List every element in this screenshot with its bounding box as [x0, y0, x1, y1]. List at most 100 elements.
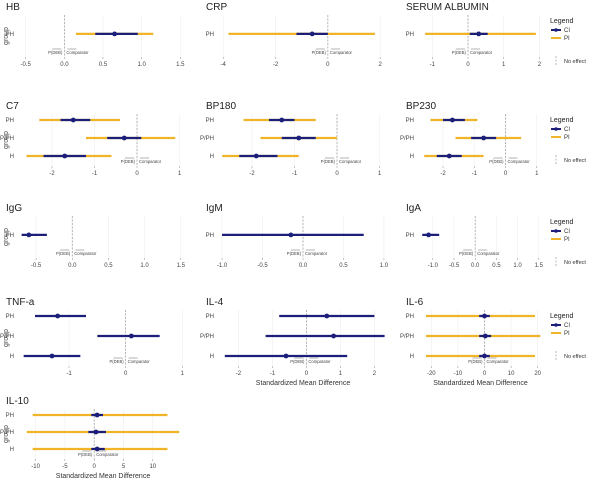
x-tick-label: 20 — [534, 371, 541, 377]
plot-area — [18, 114, 188, 166]
row-group-label: H — [410, 154, 414, 160]
forest-panel: BP230 PH P/PH H P(DEB) Comparator -2 -1 0 1 Legend… — [400, 101, 586, 177]
legend-title: Legend — [550, 18, 573, 25]
x-tick-label: -0.5 — [21, 62, 32, 68]
favors-right-label: Comparator — [128, 359, 151, 364]
favors-left-label: P(DEB) — [290, 359, 305, 364]
point-estimate — [49, 353, 55, 359]
x-tick-label: 1.0 — [380, 263, 389, 269]
favors-right-label: Comparator — [139, 159, 162, 164]
legend: Legend CI PI No effect — [550, 18, 586, 66]
row-group-label: P/PH — [0, 334, 14, 340]
x-tick-label: 0 — [335, 171, 339, 177]
forest-panel: IL-4 PH P/PH H P(DEB) Comparator -2 -1 0 1 2 Standa… — [200, 297, 388, 387]
legend-ci-label: CI — [564, 229, 570, 235]
point-estimate — [288, 232, 294, 238]
group-axis-label: group — [3, 27, 10, 45]
x-tick-label: -1 — [270, 371, 276, 377]
legend-ci-label: CI — [564, 127, 570, 133]
panel-title: SERUM ALBUMIN — [406, 2, 489, 13]
favors-right-label: Comparator — [486, 359, 509, 364]
point-estimate — [121, 135, 127, 141]
row-group-label: PH — [6, 32, 14, 38]
favors-right-label: Comparator — [66, 50, 89, 55]
legend-no-effect-label: No effect — [564, 59, 586, 65]
x-tick-label: -2 — [440, 171, 446, 177]
x-tick-label: 1.0 — [137, 62, 146, 68]
row-group-label: PH — [406, 118, 414, 124]
favors-right-label: Comparator — [330, 50, 353, 55]
plot-area — [418, 216, 543, 258]
legend: Legend CI PI No effect — [550, 219, 586, 267]
x-tick-label: -1 — [430, 62, 436, 68]
legend-ci-label: CI — [564, 28, 570, 34]
legend-title: Legend — [550, 313, 573, 320]
panel-title: TNF-a — [6, 297, 35, 308]
row-group-label: H — [10, 354, 14, 360]
row-group-label: P/PH — [400, 136, 414, 142]
point-estimate — [331, 333, 336, 339]
point-estimate — [296, 135, 302, 141]
row-group-label: H — [210, 154, 214, 160]
favors-left-label: P(DEB) — [287, 251, 302, 256]
x-tick-label: 0.0 — [471, 263, 480, 269]
favors-right-label: Comparator — [508, 159, 531, 164]
favors-left-label: P(DEB) — [56, 251, 71, 256]
forest-panel: IgM PH P(DEB) Comparator -1.0 -0.5 0.0 0.5 1.0 — [206, 203, 389, 269]
favors-right-label: Comparator — [96, 452, 119, 457]
row-group-label: PH — [206, 233, 214, 239]
legend-ci-dot — [554, 127, 558, 131]
legend-title: Legend — [550, 117, 573, 124]
point-estimate — [253, 153, 259, 159]
favors-left-label: P(DEB) — [468, 359, 483, 364]
point-estimate — [55, 313, 61, 319]
legend-pi-label: PI — [564, 331, 570, 337]
x-tick-label: 0.0 — [299, 263, 308, 269]
point-estimate — [324, 313, 330, 319]
x-tick-label: 1 — [502, 62, 506, 68]
x-tick-label: 1 — [535, 171, 539, 177]
point-estimate — [309, 31, 315, 37]
plot-area — [418, 310, 543, 366]
favors-left-label: P(DEB) — [48, 50, 63, 55]
row-group-label: PH — [6, 314, 14, 320]
favors-left-label: P(DEB) — [321, 159, 336, 164]
favors-left-label: P(DEB) — [452, 50, 467, 55]
group-axis-label: group — [3, 329, 10, 347]
point-estimate — [62, 153, 68, 159]
favors-left-label: P(DEB) — [489, 159, 504, 164]
x-tick-label: 0 — [305, 371, 309, 377]
x-tick-label: -1 — [292, 171, 298, 177]
plot-area — [418, 114, 543, 166]
row-group-label: PH — [6, 233, 14, 239]
point-estimate — [279, 117, 285, 123]
x-axis-title: Standardized Mean Difference — [433, 380, 528, 387]
point-estimate — [482, 333, 488, 339]
point-estimate — [93, 429, 99, 435]
x-tick-label: 2 — [373, 371, 377, 377]
panel-title: BP180 — [206, 101, 236, 112]
favors-left-label: P(DEB) — [459, 251, 474, 256]
point-estimate — [481, 135, 487, 141]
x-tick-label: 0.0 — [68, 263, 77, 269]
row-group-label: H — [10, 447, 14, 453]
x-tick-label: 0.5 — [104, 263, 113, 269]
x-tick-label: 10 — [508, 371, 515, 377]
row-group-label: PH — [406, 233, 414, 239]
x-tick-label: 0 — [466, 62, 470, 68]
row-group-label: H — [210, 354, 214, 360]
row-group-label: H — [10, 154, 14, 160]
x-tick-label: -4 — [221, 62, 227, 68]
row-group-label: PH — [6, 118, 14, 124]
x-tick-label: -1.0 — [217, 263, 228, 269]
favors-left-label: P(DEB) — [121, 159, 136, 164]
row-group-label: P/PH — [400, 334, 414, 340]
point-estimate — [449, 117, 455, 123]
x-tick-label: -10 — [31, 464, 40, 470]
x-tick-label: 0 — [326, 62, 330, 68]
favors-right-label: Comparator — [308, 359, 331, 364]
x-tick-label: 0 — [93, 464, 97, 470]
panel-title: IgA — [406, 203, 421, 214]
legend-pi-label: PI — [564, 135, 570, 141]
